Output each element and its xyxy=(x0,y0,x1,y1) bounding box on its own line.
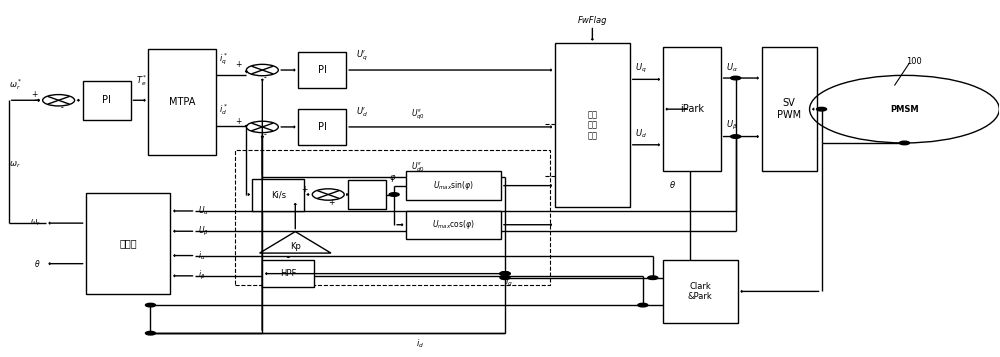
Text: $\omega_r$: $\omega_r$ xyxy=(30,218,41,228)
Text: $U_d'$: $U_d'$ xyxy=(356,106,368,120)
Circle shape xyxy=(731,76,741,80)
Circle shape xyxy=(638,303,648,307)
Text: MTPA: MTPA xyxy=(169,97,196,107)
Text: $U_q'$: $U_q'$ xyxy=(356,49,368,63)
Circle shape xyxy=(145,303,155,307)
Text: $\theta$: $\theta$ xyxy=(669,179,676,190)
Bar xyxy=(406,211,501,239)
Circle shape xyxy=(648,276,658,280)
Text: +: + xyxy=(301,185,307,193)
Circle shape xyxy=(500,276,510,280)
Text: $U_{d0}''$: $U_{d0}''$ xyxy=(411,160,425,174)
Text: $i_q$: $i_q$ xyxy=(505,276,513,289)
Text: $U_\alpha$: $U_\alpha$ xyxy=(726,61,738,74)
Circle shape xyxy=(899,141,909,145)
Text: $i_\alpha$: $i_\alpha$ xyxy=(198,249,206,262)
Bar xyxy=(348,180,386,209)
Bar xyxy=(663,47,721,171)
Text: Kp: Kp xyxy=(290,242,301,251)
Text: PI: PI xyxy=(102,95,111,105)
Bar xyxy=(235,150,550,285)
Text: $\varphi$: $\varphi$ xyxy=(389,173,397,184)
Text: +: + xyxy=(235,60,242,69)
Text: $\omega_r^*$: $\omega_r^*$ xyxy=(9,77,22,92)
Text: $U_{q0}''$: $U_{q0}''$ xyxy=(411,108,425,122)
Text: +: + xyxy=(31,90,38,100)
Circle shape xyxy=(817,107,827,111)
Text: $U_{max}\mathrm{cos}(\varphi)$: $U_{max}\mathrm{cos}(\varphi)$ xyxy=(432,218,475,231)
Text: 100: 100 xyxy=(907,57,922,66)
Text: Ki/s: Ki/s xyxy=(271,190,286,199)
Text: SV
PWM: SV PWM xyxy=(777,99,801,120)
Text: $\theta$: $\theta$ xyxy=(34,258,41,269)
Bar xyxy=(406,171,501,200)
Bar xyxy=(298,109,346,145)
Text: $T_e^*$: $T_e^*$ xyxy=(136,73,147,88)
Bar xyxy=(762,47,817,171)
Text: +: + xyxy=(328,198,334,207)
Circle shape xyxy=(500,272,510,275)
Text: iPark: iPark xyxy=(680,104,704,114)
Text: -: - xyxy=(264,73,267,82)
Text: $U_{max}\mathrm{sin}(\varphi)$: $U_{max}\mathrm{sin}(\varphi)$ xyxy=(433,179,474,192)
Circle shape xyxy=(731,135,741,138)
Text: HPF: HPF xyxy=(280,269,296,278)
Text: $i_d$: $i_d$ xyxy=(416,338,424,350)
Text: 观测器: 观测器 xyxy=(119,238,137,248)
Bar xyxy=(83,81,131,120)
Text: $U_\beta$: $U_\beta$ xyxy=(726,119,737,132)
Text: PMSM: PMSM xyxy=(890,105,919,114)
Text: FwFlag: FwFlag xyxy=(578,16,607,25)
Text: PI: PI xyxy=(318,122,327,132)
Text: $U_\alpha$: $U_\alpha$ xyxy=(198,205,209,217)
Text: +: + xyxy=(235,117,242,126)
Text: $i_\beta$: $i_\beta$ xyxy=(198,269,206,282)
Circle shape xyxy=(500,272,510,275)
Bar xyxy=(298,52,346,88)
Text: $U_d$: $U_d$ xyxy=(635,128,647,140)
Text: 弱磁
切换
开关: 弱磁 切换 开关 xyxy=(587,110,597,140)
Text: $\omega_r$: $\omega_r$ xyxy=(9,159,20,170)
Text: $i_q^*$: $i_q^*$ xyxy=(219,52,228,67)
Text: -: - xyxy=(60,104,63,112)
Text: Clark
&Park: Clark &Park xyxy=(688,282,713,301)
Circle shape xyxy=(500,272,510,275)
Bar xyxy=(555,43,630,207)
Text: PI: PI xyxy=(318,65,327,75)
Text: -: - xyxy=(264,130,267,139)
Bar xyxy=(663,260,738,322)
Bar xyxy=(252,178,304,211)
Text: $U_q$: $U_q$ xyxy=(635,62,646,75)
Text: $U_\beta$: $U_\beta$ xyxy=(198,225,209,238)
Bar xyxy=(86,193,170,294)
Circle shape xyxy=(145,331,155,335)
Bar xyxy=(148,49,216,155)
Bar xyxy=(262,260,314,287)
Text: $i_d^*$: $i_d^*$ xyxy=(219,102,228,117)
Circle shape xyxy=(389,193,399,196)
